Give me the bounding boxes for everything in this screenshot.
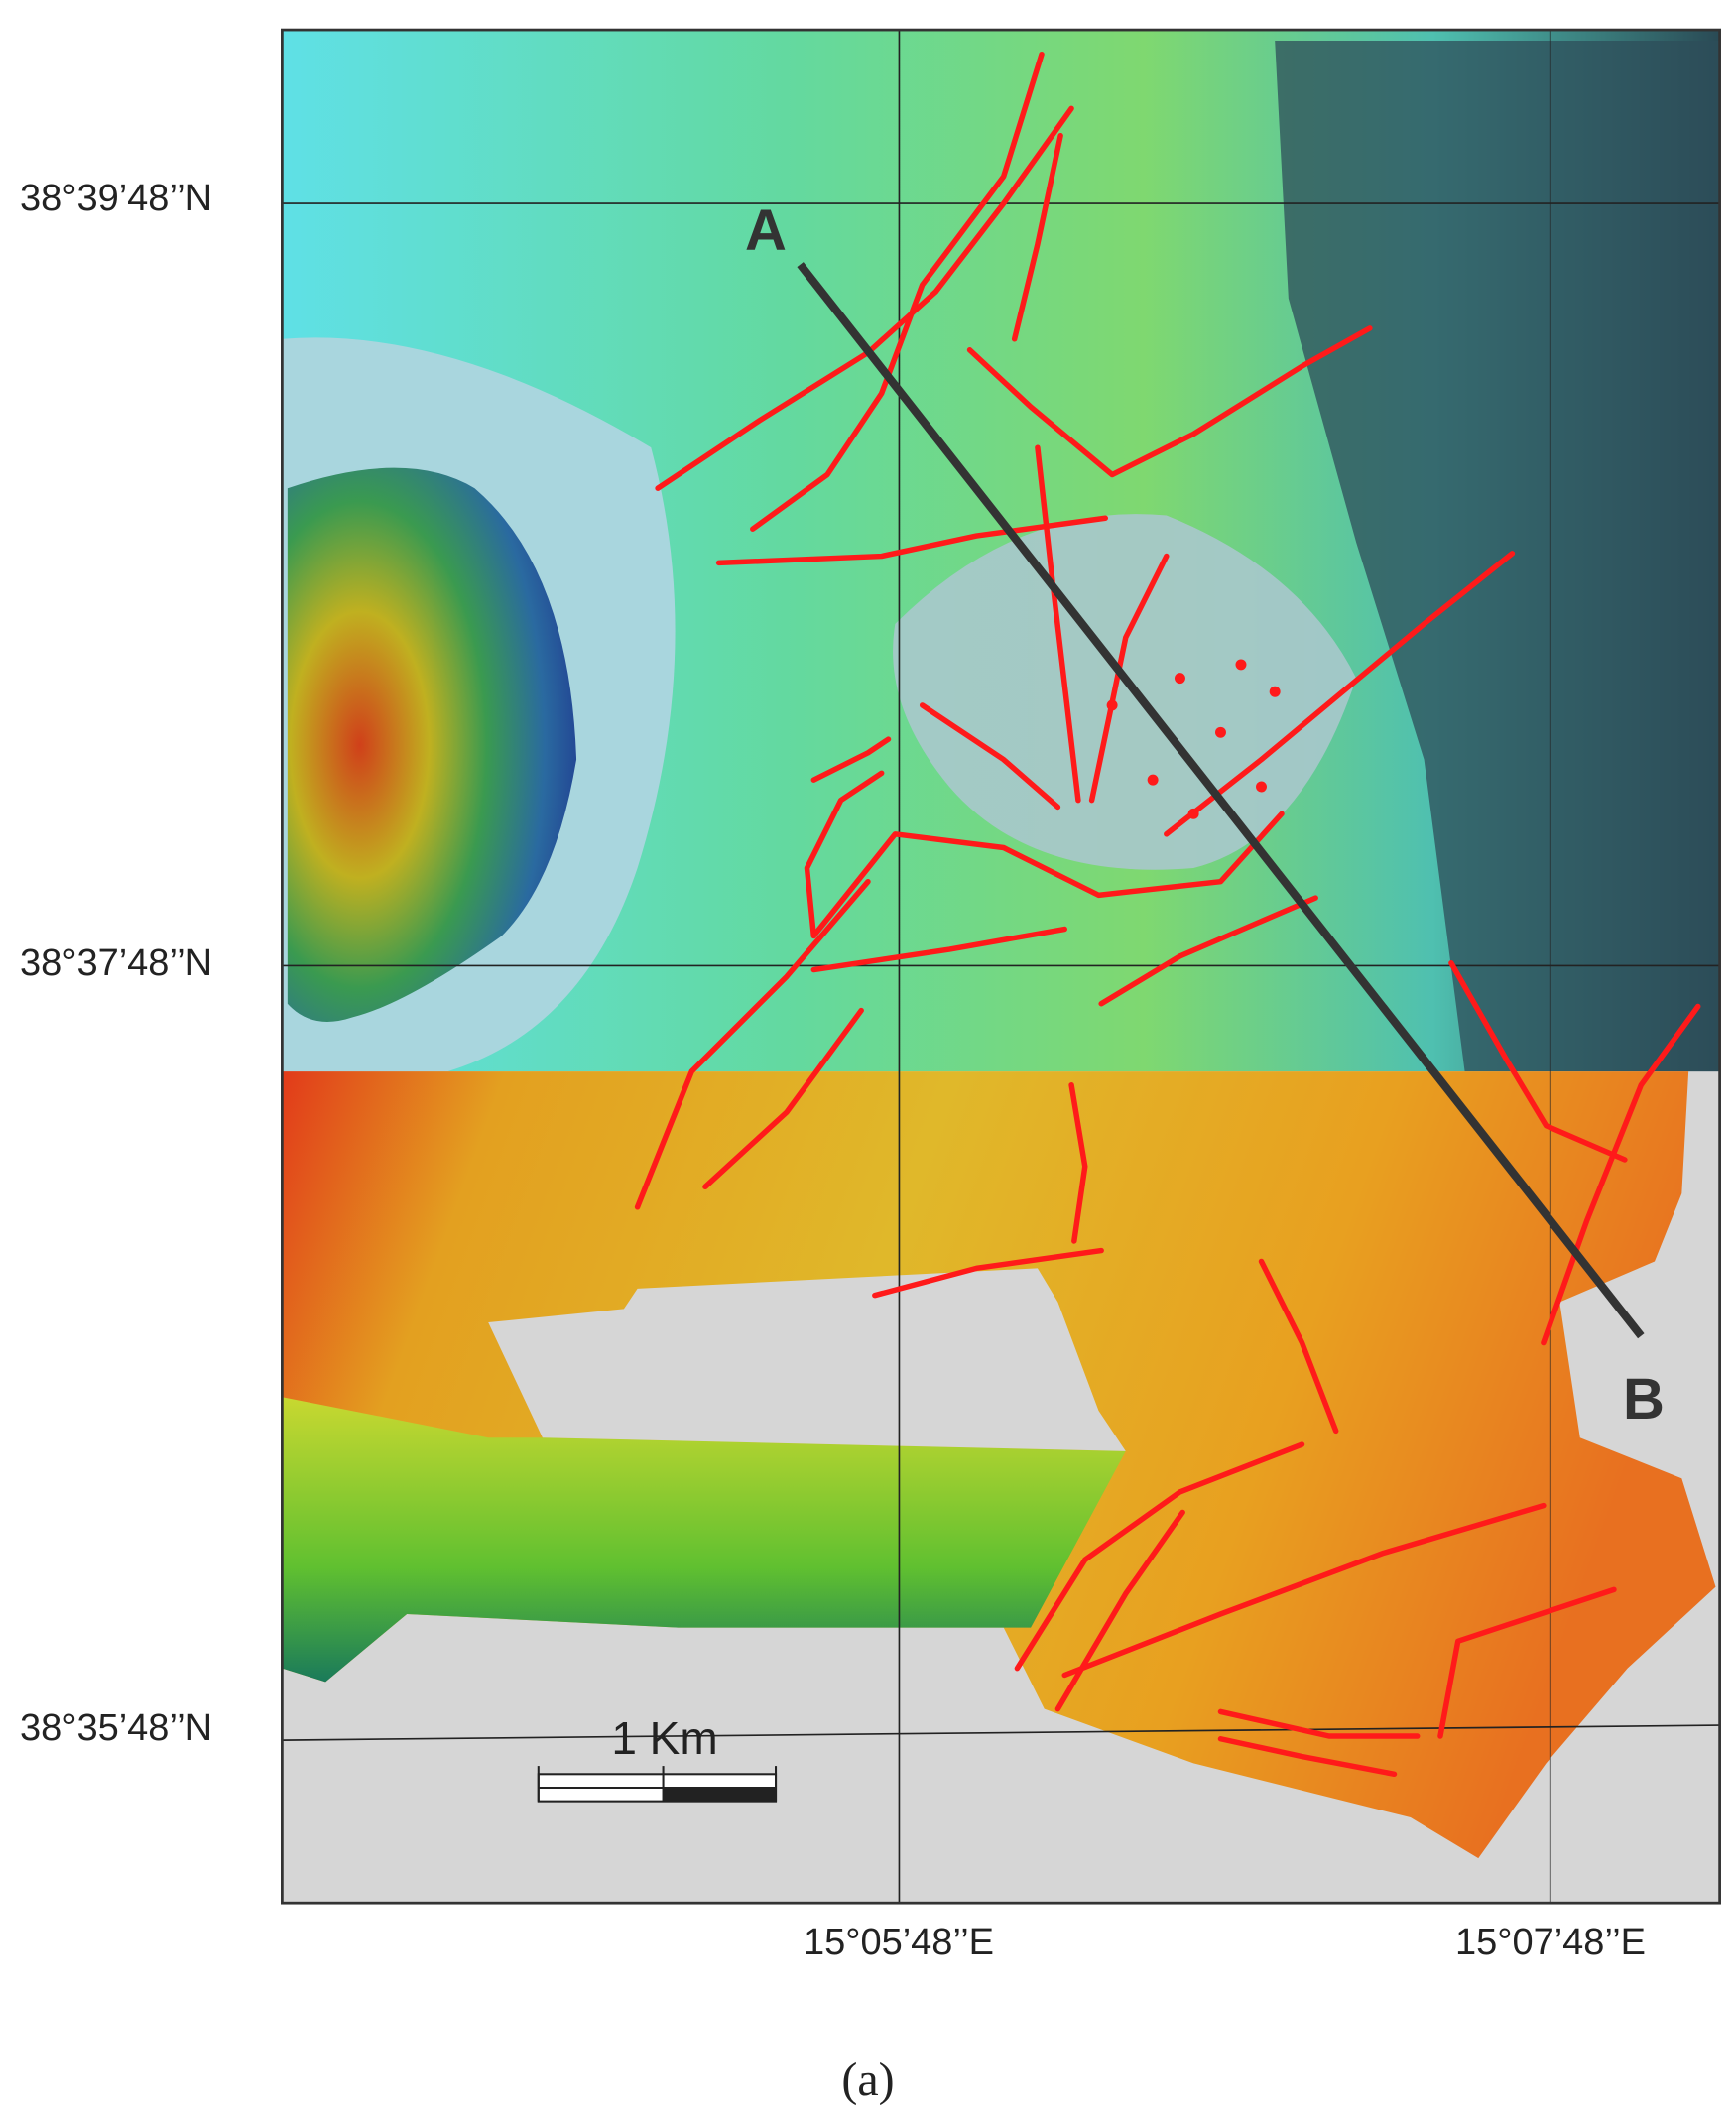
lat-label: 38°39’48’’N <box>20 178 212 219</box>
fault <box>1448 959 1628 1163</box>
lon-label: 15°05’48’’E <box>804 1922 994 1963</box>
fault <box>1217 1736 1398 1778</box>
scale-bar-fill <box>663 1787 777 1802</box>
fault <box>1035 444 1081 804</box>
lat-label: 38°37’48’’N <box>20 942 212 984</box>
fault <box>919 702 1061 811</box>
fault <box>750 51 1045 532</box>
scale-bar <box>537 1766 778 1803</box>
fault <box>1164 551 1516 837</box>
fault <box>1217 1708 1421 1739</box>
caption: (a) <box>841 2054 894 2106</box>
fault <box>1068 1082 1088 1244</box>
fault <box>804 770 885 939</box>
scale-label: 1 Km <box>611 1712 717 1764</box>
vent <box>1215 726 1226 738</box>
vent <box>1235 659 1247 671</box>
fault <box>810 926 1067 973</box>
fault <box>1011 132 1063 342</box>
vent <box>1147 774 1159 786</box>
fault <box>1437 1586 1617 1739</box>
steep-slope <box>1275 41 1720 1072</box>
fault <box>966 325 1373 478</box>
vent <box>1256 781 1267 793</box>
fault <box>872 1247 1104 1299</box>
fault <box>1014 1441 1305 1672</box>
vent <box>1187 808 1199 819</box>
profile-start: A <box>745 198 787 263</box>
fault <box>634 878 871 1210</box>
fault <box>810 736 892 783</box>
vent <box>1269 686 1281 697</box>
vent <box>1174 673 1185 685</box>
shelf <box>282 1397 1126 1683</box>
map <box>281 28 1721 1905</box>
lon-label: 15°07’48’’E <box>1455 1922 1646 1963</box>
fault <box>1088 553 1170 804</box>
parallel <box>282 1724 1720 1741</box>
profile-line <box>797 262 1645 1339</box>
map-border <box>281 28 1721 1905</box>
profile-end: B <box>1623 1367 1665 1432</box>
no-data-gap <box>488 1268 1126 1451</box>
fault <box>1061 1502 1547 1679</box>
island <box>287 467 577 1022</box>
fault <box>1098 895 1318 1007</box>
lat-label: 38°35’48’’N <box>20 1707 212 1749</box>
fault <box>655 105 1074 491</box>
vent <box>1106 699 1118 711</box>
fault <box>810 811 1285 939</box>
vents <box>1106 659 1281 819</box>
volcanic-field <box>893 514 1357 870</box>
faults <box>634 51 1701 1778</box>
fault <box>1541 1003 1701 1346</box>
fault <box>715 515 1109 566</box>
fault <box>1258 1258 1339 1435</box>
fault <box>702 1007 864 1190</box>
